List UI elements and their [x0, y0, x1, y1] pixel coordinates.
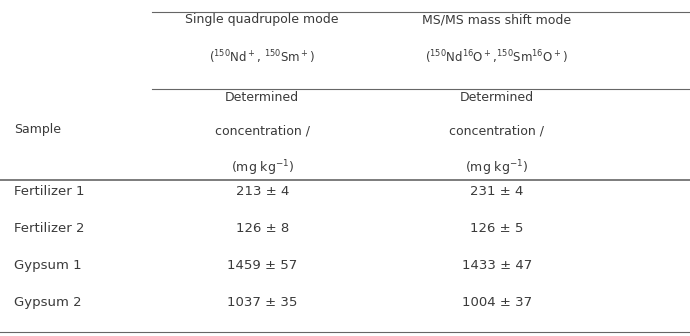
Text: 1459 ± 57: 1459 ± 57: [227, 259, 297, 272]
Text: Single quadrupole mode: Single quadrupole mode: [186, 13, 339, 27]
Text: 213 ± 4: 213 ± 4: [235, 185, 289, 198]
Text: Determined: Determined: [460, 91, 534, 104]
Text: (mg kg$^{-1}$): (mg kg$^{-1}$): [465, 158, 529, 177]
Text: 231 ± 4: 231 ± 4: [470, 185, 524, 198]
Text: 1433 ± 47: 1433 ± 47: [462, 259, 532, 272]
Text: (mg kg$^{-1}$): (mg kg$^{-1}$): [230, 158, 294, 177]
Text: Determined: Determined: [225, 91, 299, 104]
Text: Gypsum 1: Gypsum 1: [14, 259, 81, 272]
Text: Gypsum 2: Gypsum 2: [14, 296, 81, 309]
Text: 1037 ± 35: 1037 ± 35: [227, 296, 297, 309]
Text: concentration /: concentration /: [215, 124, 310, 137]
Text: Fertilizer 1: Fertilizer 1: [14, 185, 84, 198]
Text: MS/MS mass shift mode: MS/MS mass shift mode: [422, 13, 571, 27]
Text: concentration /: concentration /: [449, 124, 544, 137]
Text: Fertilizer 2: Fertilizer 2: [14, 222, 84, 235]
Text: 126 ± 8: 126 ± 8: [235, 222, 289, 235]
Text: 1004 ± 37: 1004 ± 37: [462, 296, 532, 309]
Text: ($^{150}$Nd$^+$, $^{150}$Sm$^+$): ($^{150}$Nd$^+$, $^{150}$Sm$^+$): [209, 49, 315, 66]
Text: Sample: Sample: [14, 123, 61, 136]
Text: ($^{150}$Nd$^{16}$O$^+$,$^{150}$Sm$^{16}$O$^+$): ($^{150}$Nd$^{16}$O$^+$,$^{150}$Sm$^{16}…: [425, 49, 569, 66]
Text: 126 ± 5: 126 ± 5: [470, 222, 524, 235]
